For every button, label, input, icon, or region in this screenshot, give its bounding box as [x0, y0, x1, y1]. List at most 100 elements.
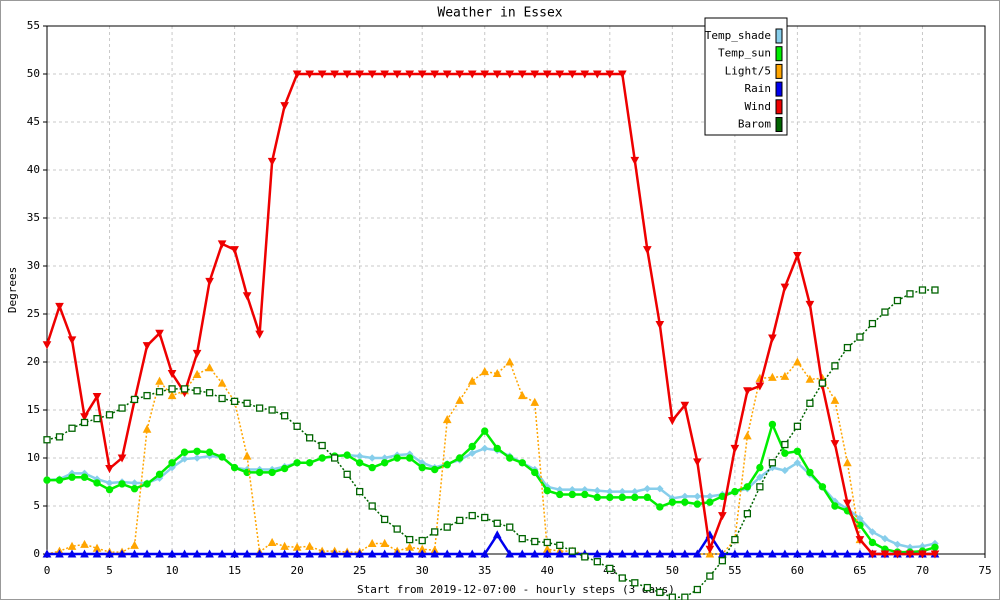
point [368, 502, 376, 510]
legend-swatch [775, 28, 783, 44]
point [293, 422, 301, 430]
point [417, 70, 427, 79]
point [230, 397, 239, 406]
point [255, 330, 264, 339]
y-tick-label: 30 [27, 259, 40, 272]
point [456, 516, 464, 525]
point [893, 296, 902, 305]
point [155, 549, 164, 558]
point [793, 447, 802, 455]
point [343, 451, 351, 459]
point [543, 538, 551, 547]
point [105, 485, 114, 494]
point [280, 102, 289, 111]
point [392, 70, 402, 79]
point [743, 510, 752, 518]
point [92, 549, 102, 558]
point [806, 468, 814, 477]
point [392, 549, 402, 558]
point [793, 422, 802, 430]
series-line [46, 360, 935, 555]
point [481, 427, 489, 435]
point [756, 473, 764, 481]
point [217, 549, 227, 558]
point [656, 485, 664, 493]
point [493, 444, 501, 453]
point [918, 286, 927, 294]
point [118, 480, 126, 488]
point [343, 470, 351, 478]
point [868, 550, 877, 559]
point [55, 476, 64, 484]
point [581, 553, 589, 561]
point [80, 473, 89, 481]
point [793, 251, 802, 260]
point [130, 485, 139, 493]
point [480, 70, 490, 79]
point [117, 549, 127, 558]
point [655, 321, 665, 330]
point [680, 549, 690, 558]
point [731, 487, 739, 496]
point [280, 412, 289, 420]
point [230, 549, 239, 558]
x-tick-label: 35 [478, 564, 491, 577]
point [192, 369, 202, 378]
y-tick-label: 45 [27, 115, 40, 128]
point [931, 286, 939, 294]
y-tick-label: 35 [27, 211, 40, 224]
point [868, 538, 877, 547]
point [706, 572, 714, 580]
point [580, 70, 590, 79]
point [380, 538, 390, 547]
y-tick-label: 5 [33, 499, 40, 512]
point [406, 535, 414, 544]
point [355, 452, 364, 460]
point [380, 70, 390, 79]
point [130, 395, 139, 404]
point [643, 485, 652, 493]
point [155, 329, 164, 338]
point [280, 549, 289, 558]
point [756, 463, 764, 472]
point [893, 550, 902, 559]
point [193, 454, 201, 462]
point [718, 512, 727, 521]
point [443, 523, 451, 531]
point [481, 444, 489, 453]
point [756, 483, 764, 491]
point [305, 70, 314, 79]
legend-label: Light/5 [725, 64, 771, 77]
point [643, 493, 652, 502]
point [355, 459, 364, 467]
point [442, 70, 452, 79]
point [617, 549, 627, 558]
point [543, 486, 551, 495]
point [143, 391, 151, 400]
x-tick-label: 10 [165, 564, 178, 577]
point [317, 549, 327, 558]
point [693, 549, 702, 558]
y-tick-label: 25 [27, 307, 40, 320]
point [168, 459, 176, 467]
point [55, 433, 64, 441]
point [205, 363, 214, 372]
point [805, 300, 815, 309]
point [456, 454, 464, 462]
point [180, 549, 189, 558]
point [43, 436, 51, 444]
point [505, 357, 515, 366]
point [455, 70, 465, 79]
point [530, 549, 540, 558]
point [105, 465, 114, 474]
point [656, 503, 664, 511]
point [617, 70, 627, 79]
point [855, 536, 865, 545]
point [255, 468, 264, 477]
point [167, 549, 177, 558]
point [667, 549, 677, 558]
point [318, 454, 326, 462]
point [192, 549, 202, 558]
point [130, 540, 139, 549]
point [443, 461, 451, 469]
